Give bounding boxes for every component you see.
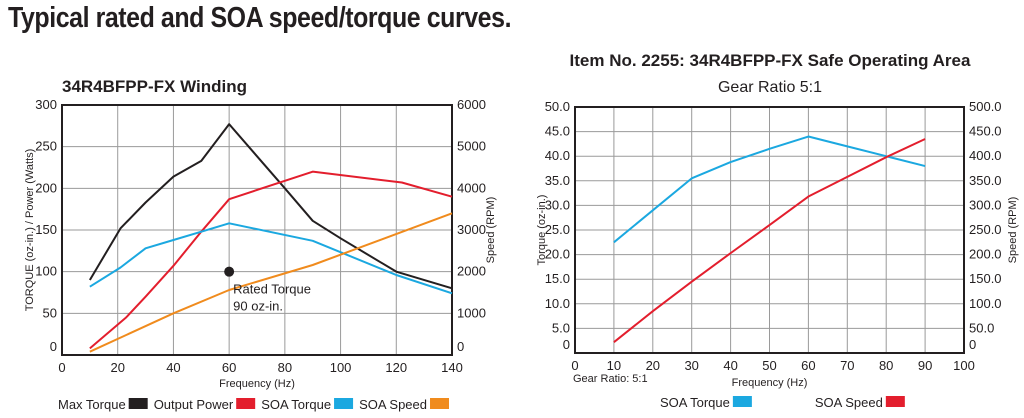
y2-tick-label: 0 bbox=[969, 337, 976, 352]
y2-tick-label: 500.0 bbox=[969, 99, 1002, 114]
y-tick-label: 35.0 bbox=[545, 173, 570, 188]
x-tick-label: 120 bbox=[385, 360, 407, 375]
y2-tick-label: 100.0 bbox=[969, 296, 1002, 311]
y2-tick-label: 50.0 bbox=[969, 320, 994, 335]
legend-swatch bbox=[885, 396, 905, 407]
legend-swatch bbox=[236, 398, 256, 409]
legend-label: Max Torque bbox=[58, 397, 126, 412]
y2-tick-label: 5000 bbox=[457, 139, 486, 154]
legend-label: SOA Torque bbox=[261, 397, 331, 412]
legend-label: SOA Torque bbox=[660, 395, 730, 410]
annotation-line1: Rated Torque bbox=[233, 282, 311, 297]
y2-tick-label: 1000 bbox=[457, 305, 486, 320]
y-tick-label: 50 bbox=[43, 305, 57, 320]
y-tick-label: 10.0 bbox=[545, 296, 570, 311]
y-tick-label: 50.0 bbox=[545, 99, 570, 114]
annotation-line2: 90 oz-in. bbox=[233, 299, 283, 314]
legend-swatch bbox=[732, 396, 752, 407]
y-tick-label: 25.0 bbox=[545, 222, 570, 237]
y2-tick-label: 300.0 bbox=[969, 197, 1002, 212]
x-axis-label: Frequency (Hz) bbox=[219, 378, 295, 390]
x-tick-label: 100 bbox=[953, 358, 975, 373]
series-line-soa-speed bbox=[89, 212, 453, 353]
x-tick-label: 100 bbox=[330, 360, 352, 375]
y-tick-label: 0 bbox=[563, 337, 570, 352]
y-tick-label: 200 bbox=[35, 180, 57, 195]
x-tick-label: 80 bbox=[879, 358, 893, 373]
y2-tick-label: 400.0 bbox=[969, 148, 1002, 163]
rated-torque-point bbox=[224, 266, 235, 277]
legend-label: SOA Speed bbox=[359, 397, 427, 412]
y-tick-label: 150 bbox=[35, 222, 57, 237]
y-tick-label: 5.0 bbox=[552, 320, 570, 335]
x-tick-label: 0 bbox=[58, 360, 65, 375]
plot-frame bbox=[61, 104, 453, 356]
y-tick-label: 300 bbox=[35, 97, 57, 112]
y-axis-label: TORQUE (oz-in.) / Power (Watts) bbox=[24, 149, 36, 312]
x-tick-label: 90 bbox=[918, 358, 932, 373]
y-tick-label: 20.0 bbox=[545, 247, 570, 262]
y2-tick-label: 4000 bbox=[457, 180, 486, 195]
y2-tick-label: 2000 bbox=[457, 264, 486, 279]
page-title: Typical rated and SOA speed/torque curve… bbox=[8, 2, 512, 34]
x-tick-label: 10 bbox=[607, 358, 621, 373]
y2-tick-label: 6000 bbox=[457, 97, 486, 112]
chart-subtitle: Gear Ratio 5:1 bbox=[718, 79, 822, 96]
x-axis-note: Gear Ratio: 5:1 bbox=[573, 373, 648, 385]
x-tick-label: 60 bbox=[222, 360, 236, 375]
y-axis-label: Torque (oz-in.) bbox=[536, 195, 548, 266]
y-tick-label: 30.0 bbox=[545, 197, 570, 212]
y2-tick-label: 450.0 bbox=[969, 124, 1002, 139]
x-tick-label: 20 bbox=[646, 358, 660, 373]
series-line-max-torque bbox=[88, 123, 453, 290]
chart-title: 34R4BFPP-FX Winding bbox=[62, 77, 247, 96]
y2-tick-label: 0 bbox=[457, 339, 464, 354]
y2-axis-label: Speed (RPM) bbox=[485, 197, 497, 264]
x-tick-label: 140 bbox=[441, 360, 463, 375]
x-tick-label: 40 bbox=[166, 360, 180, 375]
y-tick-label: 15.0 bbox=[545, 271, 570, 286]
chart-title: Item No. 2255: 34R4BFPP-FX Safe Operatin… bbox=[570, 51, 971, 70]
y-tick-label: 0 bbox=[50, 339, 57, 354]
x-tick-label: 0 bbox=[571, 358, 578, 373]
plot-frame bbox=[574, 106, 965, 354]
y-tick-label: 100 bbox=[35, 264, 57, 279]
y2-tick-label: 150.0 bbox=[969, 271, 1002, 286]
y-tick-label: 40.0 bbox=[545, 148, 570, 163]
legend-swatch bbox=[430, 398, 450, 409]
x-tick-label: 70 bbox=[840, 358, 854, 373]
legend-swatch bbox=[128, 398, 148, 409]
series-line-output-power bbox=[89, 170, 453, 350]
x-tick-label: 40 bbox=[723, 358, 737, 373]
x-tick-label: 30 bbox=[684, 358, 698, 373]
legend-label: SOA Speed bbox=[815, 395, 883, 410]
y2-axis-label: Speed (RPM) bbox=[1007, 197, 1019, 264]
y2-tick-label: 350.0 bbox=[969, 173, 1002, 188]
y2-tick-label: 3000 bbox=[457, 222, 486, 237]
legend-swatch bbox=[334, 398, 354, 409]
series-line-soa-torque bbox=[613, 135, 926, 244]
y-tick-label: 45.0 bbox=[545, 124, 570, 139]
y2-tick-label: 250.0 bbox=[969, 222, 1002, 237]
x-tick-label: 50 bbox=[762, 358, 776, 373]
x-tick-label: 60 bbox=[801, 358, 815, 373]
legend-label: Output Power bbox=[154, 397, 234, 412]
y2-tick-label: 200.0 bbox=[969, 247, 1002, 262]
series-line-soa-speed bbox=[613, 138, 926, 343]
series-line-soa-torque bbox=[89, 222, 453, 295]
x-tick-label: 80 bbox=[278, 360, 292, 375]
x-axis-label: Frequency (Hz) bbox=[732, 377, 808, 389]
y-tick-label: 250 bbox=[35, 139, 57, 154]
x-tick-label: 20 bbox=[110, 360, 124, 375]
